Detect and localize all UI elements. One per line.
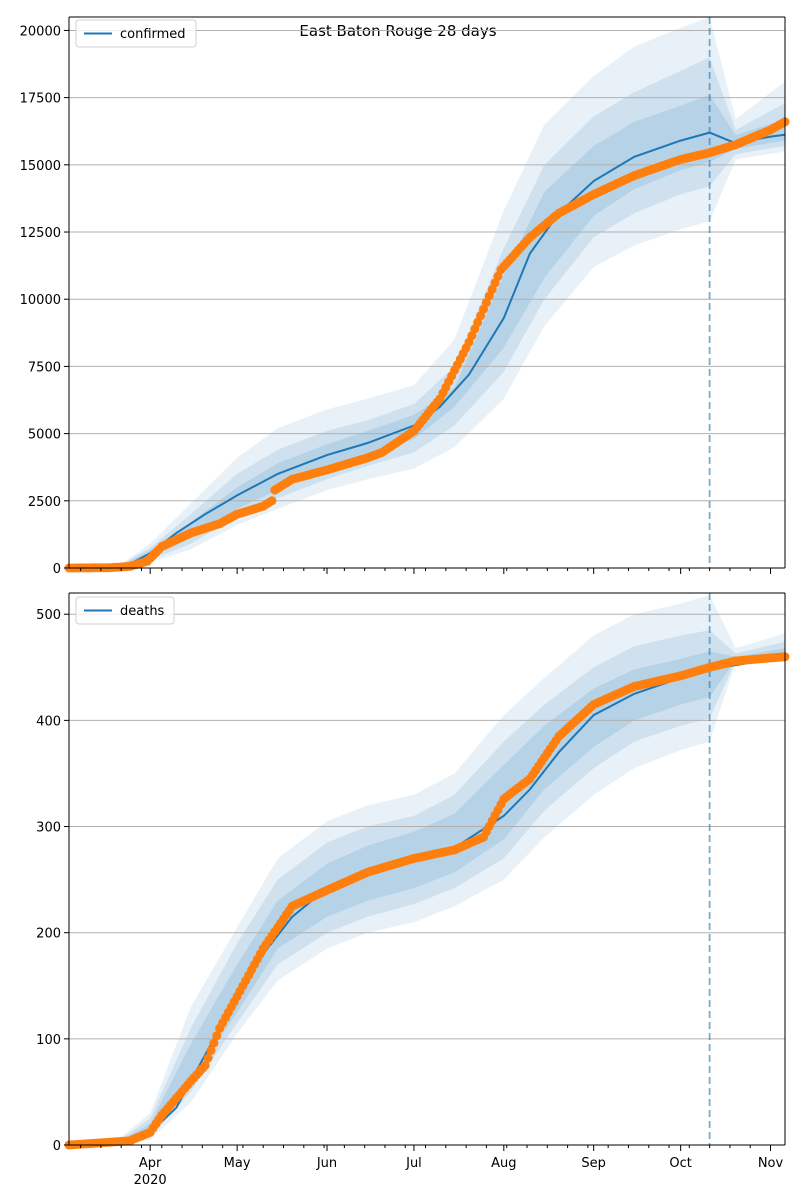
y-tick-label: 12500 xyxy=(20,226,61,241)
band-mid xyxy=(69,630,785,1145)
band-outer xyxy=(69,17,785,568)
y-tick-label: 2500 xyxy=(28,495,61,510)
x-month-label: Nov xyxy=(758,1156,784,1171)
deaths-x-ticks xyxy=(80,1145,772,1151)
observed-point xyxy=(209,1038,219,1048)
y-tick-label: 200 xyxy=(36,927,61,942)
band-outer xyxy=(69,595,785,1145)
observed-point xyxy=(212,1031,222,1041)
observed-point xyxy=(267,496,277,506)
deaths-confidence-bands xyxy=(69,595,785,1145)
x-month-label: Aug xyxy=(491,1156,516,1171)
deaths-y-ticks: 0 100 200 300 400 500 xyxy=(36,608,69,1154)
y-tick-label: 0 xyxy=(53,562,61,577)
confirmed-chart: 0 2500 5000 7500 10000 12500 15000 17500 20000 c… xyxy=(20,16,790,577)
confirmed-observed-points xyxy=(64,117,790,573)
deaths-legend: deaths xyxy=(75,596,175,625)
band-inner xyxy=(69,94,785,569)
confirmed-y-ticks: 0 2500 5000 7500 10000 12500 15000 17500 20000 xyxy=(20,24,69,577)
x-month-label: Jul xyxy=(405,1156,422,1171)
y-tick-label: 100 xyxy=(36,1033,61,1048)
observed-point xyxy=(200,1060,210,1070)
legend-label-confirmed: confirmed xyxy=(120,27,186,42)
legend-label-deaths: deaths xyxy=(120,604,165,619)
legend-box xyxy=(75,596,175,625)
deaths-chart: 0 100 200 300 400 500 Apr May Jun Jul Aug Sep Oct No… xyxy=(36,592,790,1188)
y-tick-label: 5000 xyxy=(28,428,61,443)
figure-title: East Baton Rouge 28 days xyxy=(299,22,496,40)
y-tick-label: 7500 xyxy=(28,360,61,375)
x-month-label: May xyxy=(224,1156,251,1171)
y-tick-label: 300 xyxy=(36,821,61,836)
confirmed-confidence-bands xyxy=(69,17,785,569)
y-tick-label: 15000 xyxy=(20,159,61,174)
y-tick-label: 0 xyxy=(53,1139,61,1154)
deaths-x-labels: Apr May Jun Jul Aug Sep Oct Nov 2020 xyxy=(134,1156,784,1188)
legend-box xyxy=(75,19,197,48)
deaths-axes xyxy=(68,592,786,1146)
x-month-label: Jun xyxy=(316,1156,337,1171)
x-month-label: Apr xyxy=(139,1156,162,1171)
confirmed-x-ticks xyxy=(80,568,772,574)
observed-point xyxy=(206,1046,216,1055)
confirmed-axes xyxy=(68,16,786,569)
y-tick-label: 10000 xyxy=(20,293,61,308)
y-tick-label: 17500 xyxy=(20,92,61,107)
observed-point xyxy=(203,1053,213,1063)
y-tick-label: 400 xyxy=(36,714,61,729)
y-tick-label: 20000 xyxy=(20,24,61,39)
x-year-label: 2020 xyxy=(134,1173,167,1188)
x-month-label: Oct xyxy=(669,1156,691,1171)
confirmed-legend: confirmed xyxy=(75,19,197,48)
x-month-label: Sep xyxy=(581,1156,606,1171)
deaths-observed-points xyxy=(64,652,790,1150)
y-tick-label: 500 xyxy=(36,608,61,623)
